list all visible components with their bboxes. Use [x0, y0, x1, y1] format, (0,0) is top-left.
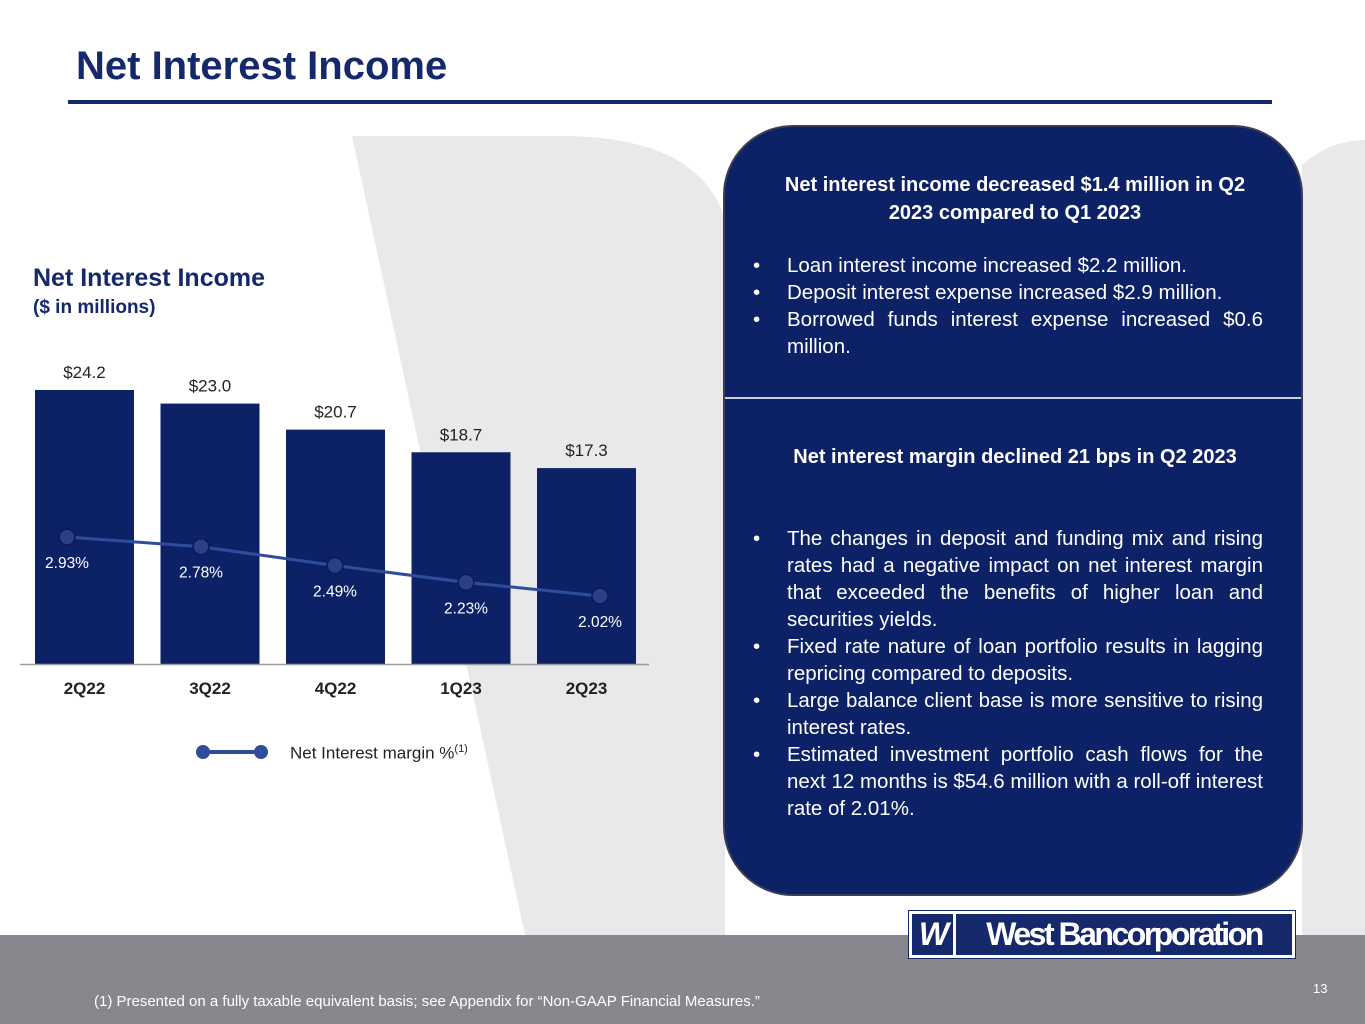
- panel-divider: [725, 397, 1301, 399]
- margin-point-3Q22: [192, 537, 210, 556]
- list-item: Fixed rate nature of loan portfolio resu…: [753, 633, 1263, 687]
- legend-label: Net Interest margin %(1): [290, 743, 468, 764]
- legend-text: Net Interest margin %: [290, 743, 455, 763]
- bar-2Q23: [537, 468, 636, 664]
- margin-value-label: 2.78%: [179, 565, 223, 582]
- margin-value-label: 2.49%: [313, 584, 357, 601]
- legend-swatch: [196, 745, 268, 759]
- logo-w-icon: W: [912, 914, 956, 955]
- list-item: Large balance client base is more sensit…: [753, 687, 1263, 741]
- bar-3Q22: [160, 403, 260, 664]
- summary-list-income: Loan interest income increased $2.2 mill…: [753, 252, 1263, 360]
- chart-subtitle: ($ in millions): [33, 297, 156, 318]
- company-logo: W West Bancorporation: [908, 910, 1296, 959]
- summary-heading-income: Net interest income decreased $1.4 milli…: [784, 174, 1246, 224]
- x-tick-label: 4Q22: [315, 679, 357, 698]
- logo-text: West Bancorporation: [986, 916, 1264, 952]
- bar-value-label: $20.7: [314, 403, 357, 422]
- margin-point-2Q22: [58, 528, 76, 546]
- footnote: (1) Presented on a fully taxable equival…: [94, 993, 760, 1010]
- x-tick-label: 1Q23: [440, 679, 482, 698]
- summary-list-margin: The changes in deposit and funding mix a…: [753, 525, 1263, 822]
- margin-value-label: 2.23%: [444, 600, 488, 617]
- labels-layer: $24.2 2Q22 $23.0 3Q22 $20.7 4Q22 $18.7 1Q23 $17.…: [45, 363, 622, 698]
- margin-point-2Q23: [591, 587, 609, 605]
- margin-line-layer: [58, 528, 609, 605]
- x-tick-label: 2Q23: [566, 679, 608, 698]
- watermark-w-shape-right: [1302, 140, 1365, 935]
- summary-heading-margin: Net interest margin declined 21 bps in Q…: [793, 446, 1237, 468]
- bar-value-label: $17.3: [565, 441, 608, 460]
- list-item: Borrowed funds interest expense increase…: [753, 306, 1263, 360]
- bar-1Q23: [411, 452, 511, 664]
- bar-value-label: $24.2: [63, 363, 106, 382]
- list-item: Loan interest income increased $2.2 mill…: [753, 252, 1263, 279]
- logo-inner: W West Bancorporation: [912, 914, 1292, 955]
- page-title: Net Interest Income: [76, 44, 448, 88]
- margin-value-label: 2.02%: [578, 614, 622, 631]
- bar-value-label: $18.7: [440, 425, 483, 444]
- page-number: 13: [1313, 981, 1328, 996]
- bar-2Q22: [35, 390, 134, 664]
- bar-4Q22: [286, 429, 385, 664]
- margin-value-label: 2.93%: [45, 555, 89, 572]
- bar-value-label: $23.0: [189, 377, 232, 396]
- chart-title: Net Interest Income: [33, 264, 266, 292]
- summary-panel: Net interest income decreased $1.4 milli…: [723, 125, 1303, 896]
- x-tick-label: 3Q22: [189, 679, 231, 698]
- x-tick-label: 2Q22: [64, 679, 106, 698]
- list-item: The changes in deposit and funding mix a…: [753, 525, 1263, 633]
- bars-layer: [35, 390, 636, 664]
- list-item: Deposit interest expense increased $2.9 …: [753, 279, 1263, 306]
- legend-superscript: (1): [454, 743, 468, 755]
- list-item: Estimated investment portfolio cash flow…: [753, 741, 1263, 822]
- margin-point-1Q23: [457, 573, 475, 592]
- title-rule: [68, 100, 1272, 104]
- margin-point-4Q22: [326, 556, 344, 575]
